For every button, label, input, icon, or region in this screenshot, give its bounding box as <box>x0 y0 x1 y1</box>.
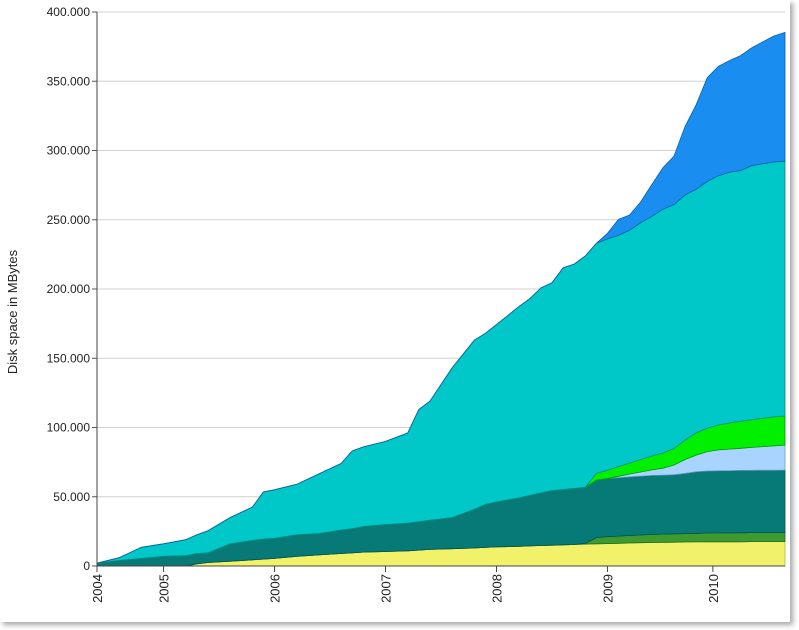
chart-frame: 0 50.000 100.000 150.000 200.000 250.000 300.0… <box>5 5 786 603</box>
x-axis-ticks: 2004 2005 2006 2007 2008 2009 2010 <box>90 566 721 603</box>
stacked-area-chart: 0 50.000 100.000 150.000 200.000 250.000 300.0… <box>5 5 786 603</box>
x-tick-label-3: 2007 <box>379 574 394 603</box>
y-tick-label-5: 250.000 <box>47 213 91 227</box>
y-tick-label-2: 100.000 <box>47 421 91 435</box>
y-tick-label-1: 50.000 <box>53 490 90 504</box>
x-tick-label-1: 2005 <box>157 574 172 603</box>
x-tick-label-6: 2010 <box>706 574 721 603</box>
series-areas <box>96 31 786 567</box>
y-axis-label: Disk space in MBytes <box>5 249 20 374</box>
y-tick-label-3: 150.000 <box>47 351 91 365</box>
x-tick-label-5: 2009 <box>600 574 615 603</box>
x-tick-label-2: 2006 <box>268 574 283 603</box>
gridlines <box>97 11 785 567</box>
area-series-6 <box>96 31 786 564</box>
x-tick-label-4: 2008 <box>489 574 504 603</box>
y-axis-ticks: 0 50.000 100.000 150.000 200.000 250.000 300.0… <box>47 5 97 573</box>
y-tick-label-7: 350.000 <box>47 74 91 88</box>
y-tick-label-8: 400.000 <box>47 5 91 19</box>
y-tick-label-4: 200.000 <box>47 282 91 296</box>
y-tick-label-6: 300.000 <box>47 144 91 158</box>
y-tick-label-0: 0 <box>83 559 90 573</box>
x-tick-label-0: 2004 <box>90 574 105 603</box>
